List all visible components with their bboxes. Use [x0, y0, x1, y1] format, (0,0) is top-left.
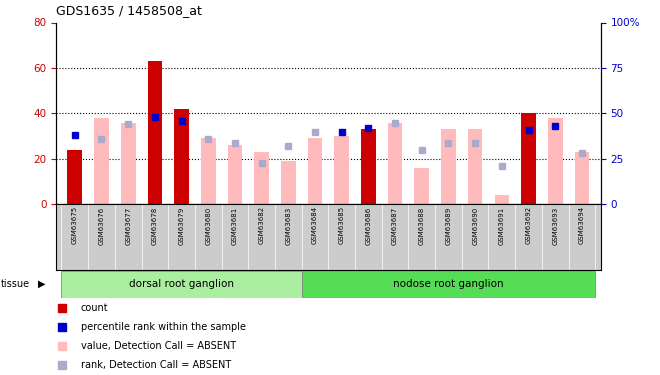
Text: GSM63683: GSM63683	[285, 206, 291, 245]
Bar	[61, 271, 302, 298]
Text: rank, Detection Call = ABSENT: rank, Detection Call = ABSENT	[81, 360, 231, 370]
Text: ▶: ▶	[38, 279, 46, 289]
Text: percentile rank within the sample: percentile rank within the sample	[81, 322, 246, 332]
Text: GSM63675: GSM63675	[72, 206, 78, 245]
Text: GSM63688: GSM63688	[418, 206, 425, 245]
Text: GSM63682: GSM63682	[259, 206, 265, 245]
Text: GSM63685: GSM63685	[339, 206, 345, 245]
Text: GSM63684: GSM63684	[312, 206, 318, 245]
Text: GSM63686: GSM63686	[366, 206, 372, 245]
Bar	[121, 123, 135, 204]
Bar	[521, 113, 536, 204]
Bar	[201, 138, 216, 204]
Bar	[468, 129, 482, 204]
Text: GSM63676: GSM63676	[98, 206, 104, 245]
Bar	[67, 150, 82, 204]
Bar	[308, 138, 322, 204]
Bar	[335, 136, 349, 204]
Bar	[414, 168, 429, 204]
Bar	[254, 152, 269, 204]
Bar	[228, 145, 242, 204]
Text: GSM63680: GSM63680	[205, 206, 211, 245]
Text: GSM63691: GSM63691	[499, 206, 505, 245]
Text: GDS1635 / 1458508_at: GDS1635 / 1458508_at	[56, 4, 202, 17]
Text: GSM63687: GSM63687	[392, 206, 398, 245]
Text: GSM63678: GSM63678	[152, 206, 158, 245]
Text: nodose root ganglion: nodose root ganglion	[393, 279, 504, 289]
Bar	[281, 161, 296, 204]
Text: GSM63693: GSM63693	[552, 206, 558, 245]
Text: GSM63677: GSM63677	[125, 206, 131, 245]
Bar	[575, 152, 589, 204]
Bar	[94, 118, 109, 204]
Text: count: count	[81, 303, 108, 313]
Bar	[302, 271, 595, 298]
Bar	[174, 109, 189, 204]
Text: GSM63689: GSM63689	[446, 206, 451, 245]
Text: GSM63679: GSM63679	[179, 206, 185, 245]
Text: GSM63694: GSM63694	[579, 206, 585, 245]
Text: value, Detection Call = ABSENT: value, Detection Call = ABSENT	[81, 341, 236, 351]
Text: tissue: tissue	[1, 279, 30, 289]
Text: dorsal root ganglion: dorsal root ganglion	[129, 279, 234, 289]
Text: GSM63692: GSM63692	[525, 206, 531, 245]
Bar	[148, 61, 162, 204]
Bar	[361, 129, 376, 204]
Text: GSM63681: GSM63681	[232, 206, 238, 245]
Bar	[387, 123, 403, 204]
Text: GSM63690: GSM63690	[472, 206, 478, 245]
Bar	[494, 195, 509, 204]
Bar	[441, 129, 456, 204]
Bar	[548, 118, 562, 204]
